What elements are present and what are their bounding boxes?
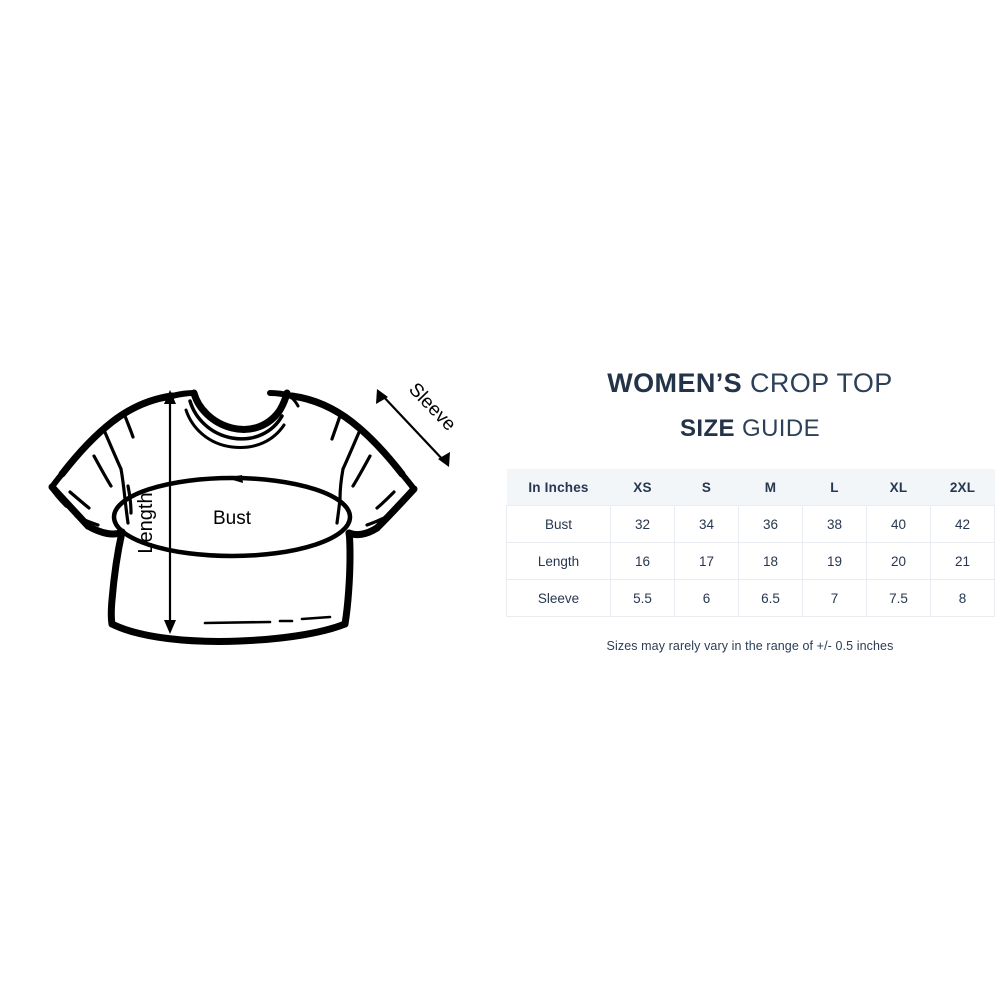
cell-sleeve-xs: 5.5 bbox=[610, 579, 675, 617]
cell-length-xs: 16 bbox=[610, 542, 675, 580]
cell-sleeve-m: 6.5 bbox=[738, 579, 803, 617]
length-arrowhead-top bbox=[164, 390, 176, 404]
cell-bust-xl: 40 bbox=[866, 505, 931, 543]
sleeve-arrowhead-top bbox=[376, 389, 388, 404]
garment-outline bbox=[48, 390, 418, 645]
cell-sleeve-2xl: 8 bbox=[930, 579, 995, 617]
table-row: Bust 32 34 36 38 40 42 bbox=[506, 505, 995, 543]
bust-measure: Bust bbox=[111, 475, 353, 559]
cell-length-s: 17 bbox=[674, 542, 739, 580]
bust-label: Bust bbox=[213, 508, 252, 529]
size-table-body: Bust 32 34 36 38 40 42 Length 16 17 18 1… bbox=[506, 505, 995, 617]
cell-length-xl: 20 bbox=[866, 542, 931, 580]
page-title-bold: WOMEN’S bbox=[607, 368, 743, 398]
cell-bust-s: 34 bbox=[674, 505, 739, 543]
cell-length-m: 18 bbox=[738, 542, 803, 580]
cell-bust-xs: 32 bbox=[610, 505, 675, 543]
page-subtitle-bold: SIZE bbox=[679, 415, 735, 442]
cell-length-l: 19 bbox=[802, 542, 867, 580]
row-label-sleeve: Sleeve bbox=[506, 579, 611, 617]
size-table-head: In Inches XS S M L XL 2XL bbox=[506, 469, 995, 506]
size-table-container: In Inches XS S M L XL 2XL Bust 32 34 36 … bbox=[500, 469, 1000, 617]
page-subtitle: SIZE GUIDE bbox=[500, 417, 1000, 441]
size-variation-note: Sizes may rarely vary in the range of +/… bbox=[606, 639, 894, 653]
cell-bust-m: 36 bbox=[738, 505, 803, 543]
column-header-xs: XS bbox=[610, 469, 675, 506]
length-arrowhead-bottom bbox=[164, 620, 176, 634]
fabric-creases bbox=[68, 414, 396, 625]
cell-bust-2xl: 42 bbox=[930, 505, 995, 543]
column-header-l: L bbox=[802, 469, 867, 506]
bust-arrowhead bbox=[226, 475, 243, 483]
sleeve-arrowhead-bottom bbox=[438, 452, 450, 467]
size-table: In Inches XS S M L XL 2XL Bust 32 34 36 … bbox=[506, 469, 995, 617]
length-measure: Length bbox=[135, 390, 176, 634]
page-title-light: CROP TOP bbox=[749, 368, 893, 398]
sleeve-line bbox=[380, 393, 446, 463]
row-label-length: Length bbox=[506, 542, 611, 580]
cell-bust-l: 38 bbox=[802, 505, 867, 543]
table-row: Sleeve 5.5 6 6.5 7 7.5 8 bbox=[506, 579, 995, 617]
page-title: WOMEN’S CROP TOP bbox=[500, 370, 1000, 397]
crop-top-illustration: Bust Length Sleeve bbox=[30, 368, 480, 653]
cell-length-2xl: 21 bbox=[930, 542, 995, 580]
column-header-unit: In Inches bbox=[506, 469, 611, 506]
column-header-2xl: 2XL bbox=[930, 469, 995, 506]
cell-sleeve-l: 7 bbox=[802, 579, 867, 617]
size-guide-panel: WOMEN’S CROP TOP SIZE GUIDE In Inches XS… bbox=[500, 362, 1000, 653]
column-header-s: S bbox=[674, 469, 739, 506]
length-label: Length bbox=[135, 492, 157, 553]
neckline bbox=[184, 389, 300, 450]
column-header-m: M bbox=[738, 469, 803, 506]
page-subtitle-light: GUIDE bbox=[742, 415, 821, 442]
crop-top-drawing: Bust Length Sleeve bbox=[48, 379, 460, 645]
table-row: Length 16 17 18 19 20 21 bbox=[506, 542, 995, 580]
cell-sleeve-s: 6 bbox=[674, 579, 739, 617]
table-header-row: In Inches XS S M L XL 2XL bbox=[506, 469, 995, 506]
cell-sleeve-xl: 7.5 bbox=[866, 579, 931, 617]
row-label-bust: Bust bbox=[506, 505, 611, 543]
column-header-xl: XL bbox=[866, 469, 931, 506]
